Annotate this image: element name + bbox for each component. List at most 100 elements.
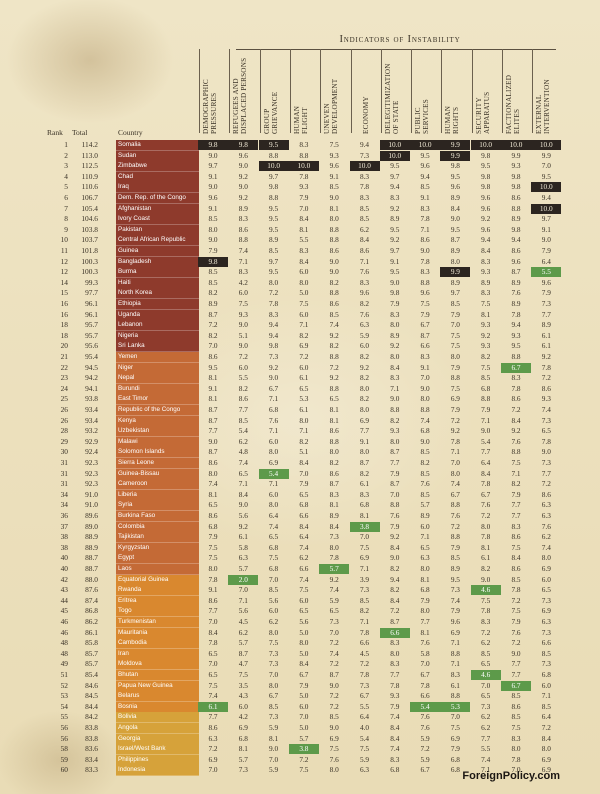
indicator-score-cell: 9.1 xyxy=(329,171,339,181)
indicator-score-cell: 8.8 xyxy=(329,288,339,298)
indicator-score-cell: 7.2 xyxy=(329,691,339,701)
indicator-score-cell: 9.0 xyxy=(329,256,339,266)
indicator-score-cell: 7.0 xyxy=(208,341,218,351)
indicator-score-cell: 8.8 xyxy=(450,691,460,701)
total-score-cell: 106.7 xyxy=(81,193,98,202)
indicator-score-cell: 8.3 xyxy=(511,521,521,531)
indicator-score-cell: 8.6 xyxy=(329,246,339,255)
indicator-score-cell: 8.7 xyxy=(359,458,370,467)
indicator-score-cell: 5.0 xyxy=(299,288,309,298)
indicator-score-cell: 8.3 xyxy=(390,638,400,648)
rank-cell: 9 xyxy=(64,224,68,234)
indicator-score-cell: 8.5 xyxy=(481,373,491,383)
indicator-score-cell: 5.5 xyxy=(359,701,370,711)
indicator-score-cell: 9.5 xyxy=(541,171,551,181)
total-score-cell: 105.4 xyxy=(81,203,98,213)
table-row: 21 95.4 Yemen 8.6 7.2 7.3 7.2 8.8 8.2 8.0 8.3 8.0 8.… xyxy=(0,352,600,364)
indicator-score-cell: 8.8 xyxy=(299,150,309,160)
country-cell: Angola xyxy=(116,723,199,735)
country-cell: Guinea-Bissau xyxy=(116,468,199,480)
indicator-score-cell: 7.8 xyxy=(511,309,521,319)
indicator-score-cell: 6.1 xyxy=(238,532,248,542)
indicator-score-cell: 8.1 xyxy=(238,744,248,754)
indicator-score-cell: 8.4 xyxy=(390,542,400,552)
table-row: 40 88.7 Laos 8.0 5.7 6.8 6.6 5.7 7.1 8.2 8.0 8.9 8.2… xyxy=(0,564,600,576)
indicator-score-cell: 7.8 xyxy=(208,638,218,648)
indicator-score-cell: 6.8 xyxy=(541,670,551,679)
indicator-score-cell: 8.6 xyxy=(238,224,248,234)
indicator-score-cell: 8.5 xyxy=(541,648,551,658)
indicator-score-cell: 7.6 xyxy=(541,521,551,531)
rank-cell: 34 xyxy=(60,500,68,510)
indicator-score-cell: 8.2 xyxy=(359,299,370,308)
country-cell: North Korea xyxy=(116,288,199,300)
indicator-score-cell: 7.5 xyxy=(450,723,460,732)
indicator-score-cell: 9.0 xyxy=(208,235,218,245)
total-score-cell: 101.8 xyxy=(81,246,98,255)
indicator-score-cell: 9.4 xyxy=(359,140,370,149)
indicator-score-cell: 8.8 xyxy=(511,352,521,361)
indicator-score-cell: 5.9 xyxy=(269,723,279,732)
column-divider xyxy=(441,49,443,133)
indicator-score-cell: 8.4 xyxy=(390,723,400,732)
indicator-score-cell: 9.4 xyxy=(390,574,400,584)
country-cell: Sierra Leone xyxy=(116,458,199,470)
indicator-score-cell: 6.7 xyxy=(481,489,491,499)
indicator-score-cell: 9.8 xyxy=(511,224,521,234)
indicator-score-cell: 9.5 xyxy=(269,267,279,277)
indicator-score-cell: 8.4 xyxy=(208,627,218,637)
indicator-score-cell: 8.0 xyxy=(359,447,370,457)
indicator-score-cell: 7.8 xyxy=(541,436,551,446)
indicator-score-cell: 8.9 xyxy=(511,277,521,287)
table-row: 23 94.2 Nepal 8.1 5.5 9.0 6.1 9.2 8.2 8.3 7.0 8.8 8.… xyxy=(0,373,600,385)
indicator-score-cell: 8.0 xyxy=(299,638,309,648)
indicator-score-cell: 8.9 xyxy=(450,277,460,287)
indicator-score-cell: 10.0 xyxy=(501,140,531,151)
indicator-score-cell: 7.8 xyxy=(359,670,370,679)
indicator-score-cell: 8.8 xyxy=(329,436,339,446)
indicator-score-cell: 8.6 xyxy=(208,511,218,520)
indicator-score-cell: 7.9 xyxy=(450,542,460,552)
indicator-score-cell: 9.3 xyxy=(329,150,339,160)
table-row: 15 97.7 North Korea 8.2 6.0 7.2 5.0 8.8 9.6 9.8 9.… xyxy=(0,288,600,300)
indicator-score-cell: 8.7 xyxy=(511,267,521,277)
indicator-score-cell: 8.6 xyxy=(238,394,248,404)
indicator-score-cell: 6.9 xyxy=(359,553,370,563)
indicator-score-cell: 7.8 xyxy=(511,754,521,764)
country-cell: Central African Republic xyxy=(116,235,199,247)
indicator-score-cell: 7.6 xyxy=(420,638,430,648)
indicator-score-cell: 7.1 xyxy=(299,426,309,436)
indicator-score-cell: 7.2 xyxy=(541,373,551,383)
indicator-score-cell: 9.6 xyxy=(541,277,551,287)
indicator-score-cell: 9.6 xyxy=(450,182,460,192)
indicator-score-cell: 8.8 xyxy=(511,203,521,213)
indicator-score-cell: 6.1 xyxy=(299,373,309,383)
indicator-score-cell: 6.9 xyxy=(299,341,309,351)
total-score-cell: 110.9 xyxy=(81,171,98,181)
indicator-score-cell: 8.7 xyxy=(208,447,218,457)
indicator-score-cell: 9.8 xyxy=(511,171,521,181)
indicator-score-cell: 6.5 xyxy=(238,468,248,478)
indicator-score-cell: 8.9 xyxy=(541,320,551,330)
country-cell: Mauritania xyxy=(116,627,199,639)
country-cell: Bangladesh xyxy=(116,256,199,268)
indicator-score-cell: 6.7 xyxy=(501,362,531,373)
indicator-score-cell: 7.9 xyxy=(299,680,309,690)
rank-cell: 40 xyxy=(60,564,68,573)
total-score-cell: 83.8 xyxy=(85,723,98,732)
indicator-score-cell: 7.5 xyxy=(511,542,521,552)
indicator-score-cell: 6.6 xyxy=(541,638,551,648)
indicator-score-cell: 6.0 xyxy=(269,436,279,446)
indicator-score-cell: 7.5 xyxy=(450,341,460,351)
indicator-score-cell: 7.0 xyxy=(238,585,248,595)
table-row: 48 85.8 Cambodia 7.8 5.7 7.5 8.0 7.2 6.6 8.3 7.6 7.… xyxy=(0,638,600,650)
indicator-score-cell: 7.7 xyxy=(359,426,370,436)
indicator-score-cell: 6.7 xyxy=(420,320,430,330)
indicator-score-cell: 9.0 xyxy=(481,426,491,436)
rank-cell: 12 xyxy=(60,267,68,277)
indicator-score-cell: 8.2 xyxy=(359,468,370,478)
rank-cell: 16 xyxy=(60,299,68,308)
indicator-header-label: Human Flight xyxy=(292,105,309,134)
indicator-score-cell: 7.8 xyxy=(481,532,491,542)
indicator-score-cell: 7.2 xyxy=(329,659,339,669)
